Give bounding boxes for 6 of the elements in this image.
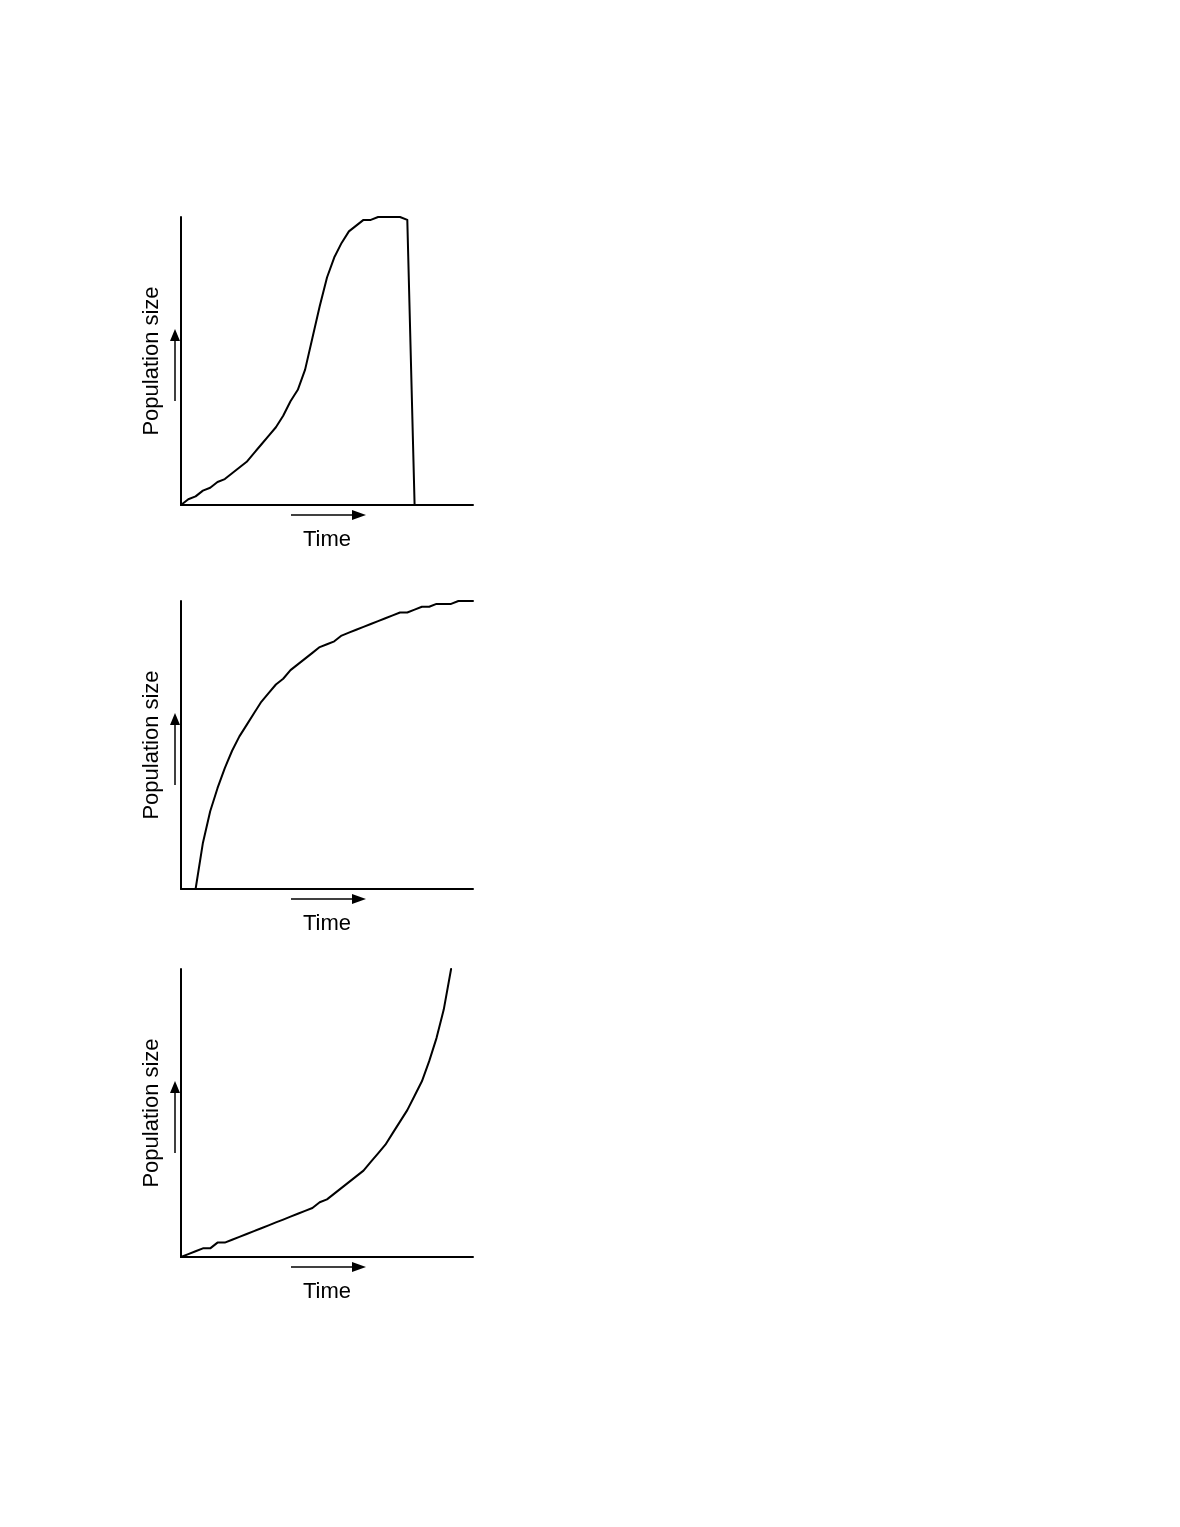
x-axis-title: Time: [302, 1277, 352, 1303]
x-axis-title: Time: [302, 525, 352, 551]
y-axis-title: Population size: [137, 286, 163, 436]
y-axis-title: Population size: [137, 670, 163, 820]
x-axis-title: Time: [302, 909, 352, 935]
y-axis-title: Population size: [137, 1038, 163, 1188]
